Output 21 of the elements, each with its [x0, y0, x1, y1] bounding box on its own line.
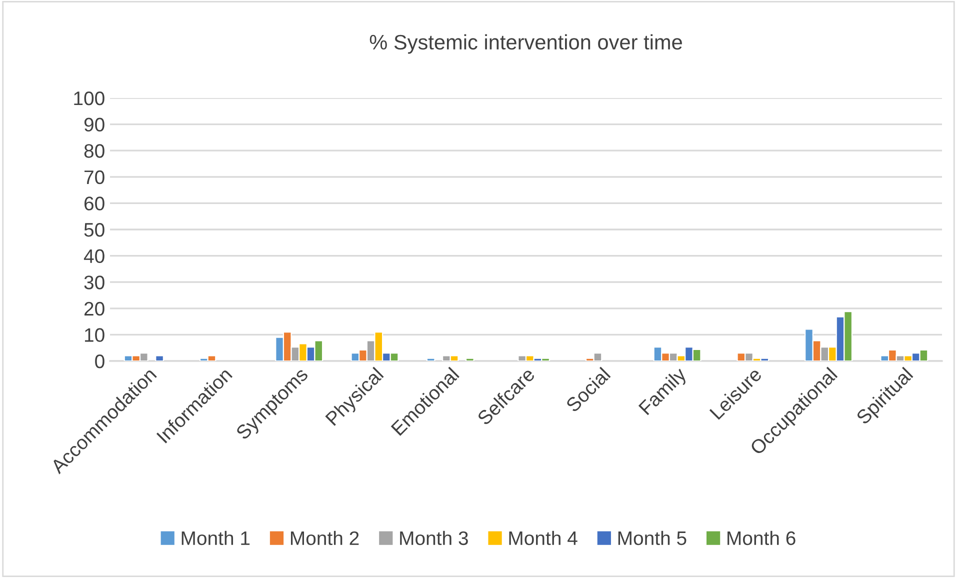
- y-tick-label: 20: [84, 302, 104, 316]
- y-tick-label: 30: [84, 276, 104, 290]
- legend-label: Month 4: [509, 530, 578, 546]
- y-tick-label: 100: [74, 91, 104, 106]
- y-tick-label: 90: [84, 118, 104, 132]
- y-tick-label: 60: [84, 196, 104, 210]
- bar: [465, 358, 474, 361]
- bar: [426, 358, 436, 361]
- chart-title: % Systemic intervention over time: [370, 34, 682, 54]
- legend-label: Month 1: [182, 530, 250, 546]
- legend-label: Month 2: [290, 530, 359, 546]
- y-tick-label: 50: [84, 222, 104, 237]
- bar: [155, 355, 164, 361]
- y-tick-label: 80: [84, 144, 104, 158]
- legend-label: Month 5: [618, 530, 686, 546]
- y-tick-label: 0: [95, 354, 104, 368]
- legend-label: Month 3: [400, 530, 468, 546]
- y-tick-label: 70: [84, 170, 104, 184]
- y-tick-label: 40: [84, 249, 104, 264]
- y-tick-label: 10: [84, 328, 104, 342]
- legend-label: Month 6: [728, 530, 796, 546]
